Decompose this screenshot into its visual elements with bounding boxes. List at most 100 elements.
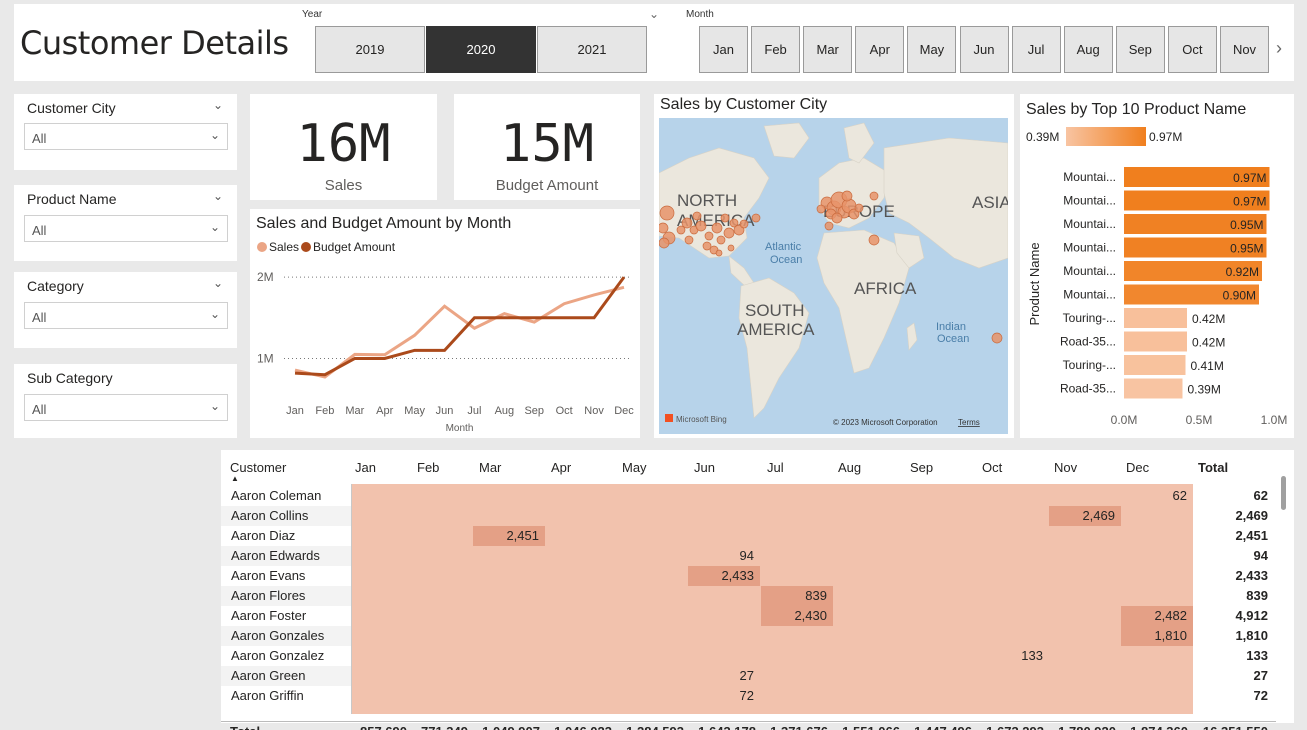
city-bubble[interactable] bbox=[816, 204, 826, 214]
bar[interactable] bbox=[1124, 284, 1259, 305]
table-cell[interactable]: 839 bbox=[805, 588, 827, 603]
city-bubble[interactable] bbox=[841, 190, 853, 202]
year-option-2021[interactable]: 2021 bbox=[537, 26, 647, 73]
table-cell[interactable]: 72 bbox=[739, 688, 754, 703]
city-bubble[interactable] bbox=[729, 218, 739, 228]
row-total[interactable]: 1,810 bbox=[1235, 628, 1268, 643]
city-bubble[interactable] bbox=[991, 332, 1003, 344]
column-header-dec[interactable]: Dec bbox=[1126, 460, 1150, 475]
category-dropdown[interactable]: All ⌄ bbox=[24, 302, 228, 329]
bar[interactable] bbox=[1124, 167, 1270, 187]
column-header-mar[interactable]: Mar bbox=[479, 460, 502, 475]
row-total[interactable]: 62 bbox=[1253, 488, 1268, 503]
bar[interactable] bbox=[1124, 261, 1262, 281]
month-option-may[interactable]: May bbox=[907, 26, 957, 73]
month-option-nov[interactable]: Nov bbox=[1220, 26, 1269, 73]
month-option-feb[interactable]: Feb bbox=[751, 26, 801, 73]
column-total[interactable]: 1,551,066 bbox=[820, 724, 900, 730]
city-bubble[interactable] bbox=[716, 235, 726, 245]
column-header-jun[interactable]: Jun bbox=[694, 460, 715, 475]
chevron-down-icon[interactable]: ⌄ bbox=[649, 7, 660, 21]
column-total[interactable]: 857,690 bbox=[327, 724, 407, 730]
city-bubble[interactable] bbox=[727, 244, 735, 252]
month-option-jun[interactable]: Jun bbox=[959, 26, 1009, 73]
column-total[interactable]: 1,643,178 bbox=[676, 724, 756, 730]
column-total[interactable]: 1,046,023 bbox=[532, 724, 612, 730]
month-option-jul[interactable]: Jul bbox=[1011, 26, 1061, 73]
bar[interactable] bbox=[1124, 214, 1267, 234]
city-bubble[interactable] bbox=[695, 220, 707, 232]
row-total[interactable]: 94 bbox=[1253, 548, 1268, 563]
column-header-oct[interactable]: Oct bbox=[982, 460, 1003, 475]
column-total[interactable]: 771,349 bbox=[388, 724, 468, 730]
row-total[interactable]: 2,469 bbox=[1235, 508, 1268, 523]
city-bubble[interactable] bbox=[854, 203, 864, 213]
row-total[interactable]: 2,433 bbox=[1235, 568, 1268, 583]
bar[interactable] bbox=[1124, 331, 1187, 352]
table-cell[interactable]: 2,433 bbox=[721, 568, 754, 583]
table-cell[interactable]: 2,482 bbox=[1154, 608, 1187, 623]
row-header[interactable]: Aaron Green bbox=[231, 668, 306, 683]
city-bubble[interactable] bbox=[711, 222, 723, 234]
chevron-down-icon[interactable]: ⌄ bbox=[212, 98, 223, 112]
chevron-down-icon[interactable]: ⌄ bbox=[212, 276, 223, 290]
month-option-aug[interactable]: Aug bbox=[1063, 26, 1113, 73]
bar[interactable] bbox=[1124, 355, 1186, 375]
row-header[interactable]: Aaron Edwards bbox=[231, 548, 320, 563]
city-bubble[interactable] bbox=[751, 213, 761, 223]
row-total[interactable]: 72 bbox=[1253, 688, 1268, 703]
table-cell[interactable]: 2,451 bbox=[506, 528, 539, 543]
bar[interactable] bbox=[1124, 237, 1267, 258]
column-header-apr[interactable]: Apr bbox=[551, 460, 572, 475]
row-header[interactable]: Aaron Flores bbox=[231, 588, 306, 603]
city-bubble[interactable] bbox=[681, 217, 693, 229]
map-canvas[interactable]: NORTHAMERICASOUTHAMERICAEUROPEASIAAtlant… bbox=[659, 118, 1008, 434]
city-bubble[interactable] bbox=[659, 222, 669, 234]
column-total[interactable]: 1,284,593 bbox=[604, 724, 684, 730]
vertical-scrollbar[interactable] bbox=[1281, 476, 1286, 510]
bar[interactable] bbox=[1124, 378, 1183, 399]
row-header[interactable]: Aaron Griffin bbox=[231, 688, 304, 703]
table-cell[interactable]: 62 bbox=[1172, 488, 1187, 503]
city-bubble[interactable] bbox=[692, 211, 702, 221]
column-header-jul[interactable]: Jul bbox=[767, 460, 784, 475]
terms-link[interactable]: Terms bbox=[958, 418, 980, 427]
column-total[interactable]: 1,874,360 bbox=[1108, 724, 1188, 730]
column-total[interactable]: 1,371,676 bbox=[748, 724, 828, 730]
column-total[interactable]: 1,049,907 bbox=[460, 724, 540, 730]
month-option-mar[interactable]: Mar bbox=[803, 26, 853, 73]
column-header-aug[interactable]: Aug bbox=[838, 460, 862, 475]
customer-city-dropdown[interactable]: All ⌄ bbox=[24, 123, 228, 150]
row-header[interactable]: Aaron Diaz bbox=[231, 528, 296, 543]
city-bubble[interactable] bbox=[723, 227, 735, 239]
month-option-jan[interactable]: Jan bbox=[699, 26, 748, 73]
column-header-customer[interactable]: Customer bbox=[230, 460, 287, 475]
column-total[interactable]: 1,673,293 bbox=[964, 724, 1044, 730]
row-total[interactable]: 2,451 bbox=[1235, 528, 1268, 543]
table-cell[interactable]: 2,430 bbox=[794, 608, 827, 623]
city-bubble[interactable] bbox=[659, 205, 675, 221]
year-option-2020[interactable]: 2020 bbox=[426, 26, 536, 73]
series-line-sales[interactable] bbox=[294, 285, 625, 379]
product-name-dropdown[interactable]: All ⌄ bbox=[24, 215, 228, 242]
bar[interactable] bbox=[1124, 308, 1187, 328]
row-header[interactable]: Aaron Foster bbox=[231, 608, 307, 623]
column-header-total[interactable]: Total bbox=[1198, 460, 1229, 475]
table-cell[interactable]: 133 bbox=[1021, 648, 1043, 663]
city-bubble[interactable] bbox=[704, 231, 714, 241]
month-option-oct[interactable]: Oct bbox=[1167, 26, 1217, 73]
column-header-nov[interactable]: Nov bbox=[1054, 460, 1078, 475]
row-header[interactable]: Aaron Gonzales bbox=[231, 628, 325, 643]
row-total[interactable]: 839 bbox=[1246, 588, 1268, 603]
city-bubble[interactable] bbox=[702, 241, 712, 251]
sort-ascending-icon[interactable]: ▲ bbox=[231, 474, 239, 483]
city-bubble[interactable] bbox=[831, 212, 843, 224]
month-option-apr[interactable]: Apr bbox=[855, 26, 905, 73]
city-bubble[interactable] bbox=[684, 235, 694, 245]
month-option-sep[interactable]: Sep bbox=[1115, 26, 1165, 73]
column-total[interactable]: 16,351,550 bbox=[1188, 724, 1268, 730]
row-header[interactable]: Aaron Evans bbox=[231, 568, 306, 583]
table-cell[interactable]: 27 bbox=[739, 668, 754, 683]
table-cell[interactable]: 94 bbox=[739, 548, 754, 563]
column-total[interactable]: 1,447,496 bbox=[892, 724, 972, 730]
